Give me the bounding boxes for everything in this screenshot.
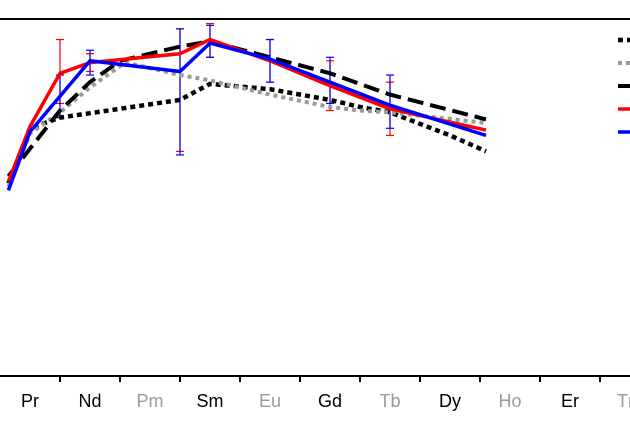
x-tick-label: Er	[561, 391, 579, 411]
x-axis-ticks	[59, 376, 601, 382]
error-bars	[56, 22, 394, 156]
x-tick-label: Pr	[21, 391, 39, 411]
series-line	[6, 60, 487, 188]
x-tick-label: Tm	[617, 391, 630, 411]
series-lines	[6, 37, 487, 192]
x-tick-label: Nd	[78, 391, 101, 411]
x-tick-label: Tb	[379, 391, 400, 411]
x-tick-label: Ho	[498, 391, 521, 411]
series-line	[6, 41, 487, 192]
series-line	[6, 37, 487, 183]
x-tick-label: Pm	[137, 391, 164, 411]
x-axis-tick-labels: Pr Nd Pm Sm Eu Gd Tb Dy Ho Er Tm	[21, 391, 630, 411]
series-line	[6, 39, 487, 178]
x-tick-label: Gd	[318, 391, 342, 411]
x-tick-label: Sm	[197, 391, 224, 411]
x-tick-label: Eu	[259, 391, 281, 411]
x-tick-label: Dy	[439, 391, 461, 411]
series-line	[6, 81, 487, 185]
legend	[618, 37, 630, 134]
